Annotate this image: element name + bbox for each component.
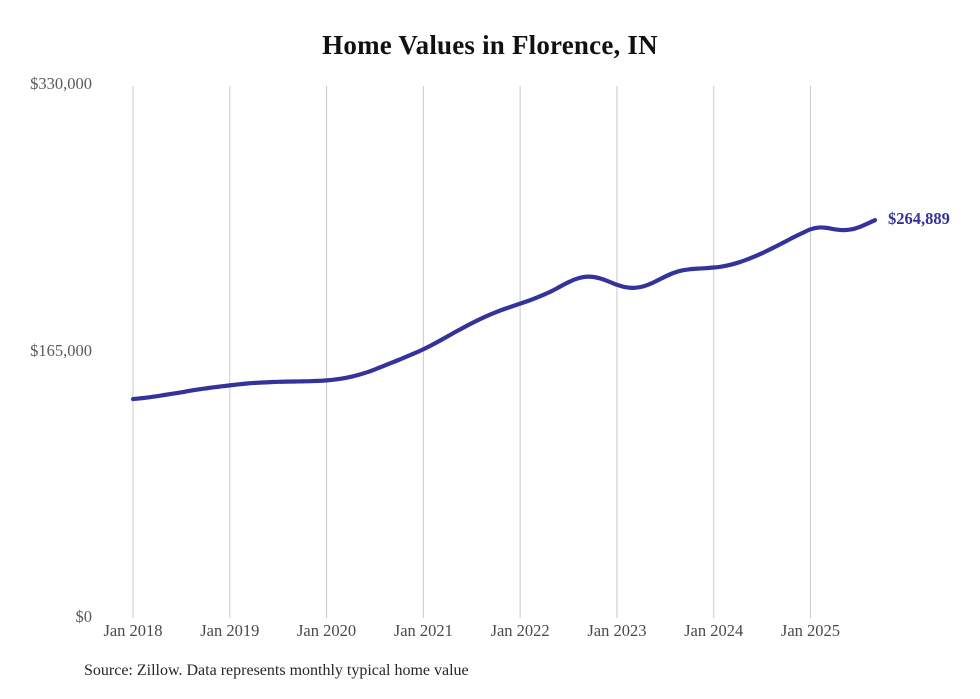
source-note: Source: Zillow. Data represents monthly … <box>84 662 469 679</box>
x-axis-tick: Jan 2020 <box>297 621 357 640</box>
x-axis-tick: Jan 2019 <box>200 621 260 640</box>
home-value-line <box>130 218 878 402</box>
y-axis-tick-middle: $165,000 <box>30 341 92 360</box>
x-axis-tick: Jan 2024 <box>684 621 744 640</box>
x-axis-tick: Jan 2023 <box>587 621 647 640</box>
y-axis-tick-top: $330,000 <box>30 74 92 93</box>
x-axis-tick: Jan 2022 <box>490 621 550 640</box>
x-axis-tick: Jan 2025 <box>780 621 841 640</box>
y-axis-tick-zero: $0 <box>75 607 93 626</box>
x-axis-tick: Jan 2021 <box>393 621 453 640</box>
x-axis-tick: Jan 2018 <box>103 621 163 640</box>
chart-title: Home Values in Florence, IN <box>322 30 658 60</box>
end-value-label: $264,889 <box>888 209 950 229</box>
gridlines <box>132 86 811 618</box>
